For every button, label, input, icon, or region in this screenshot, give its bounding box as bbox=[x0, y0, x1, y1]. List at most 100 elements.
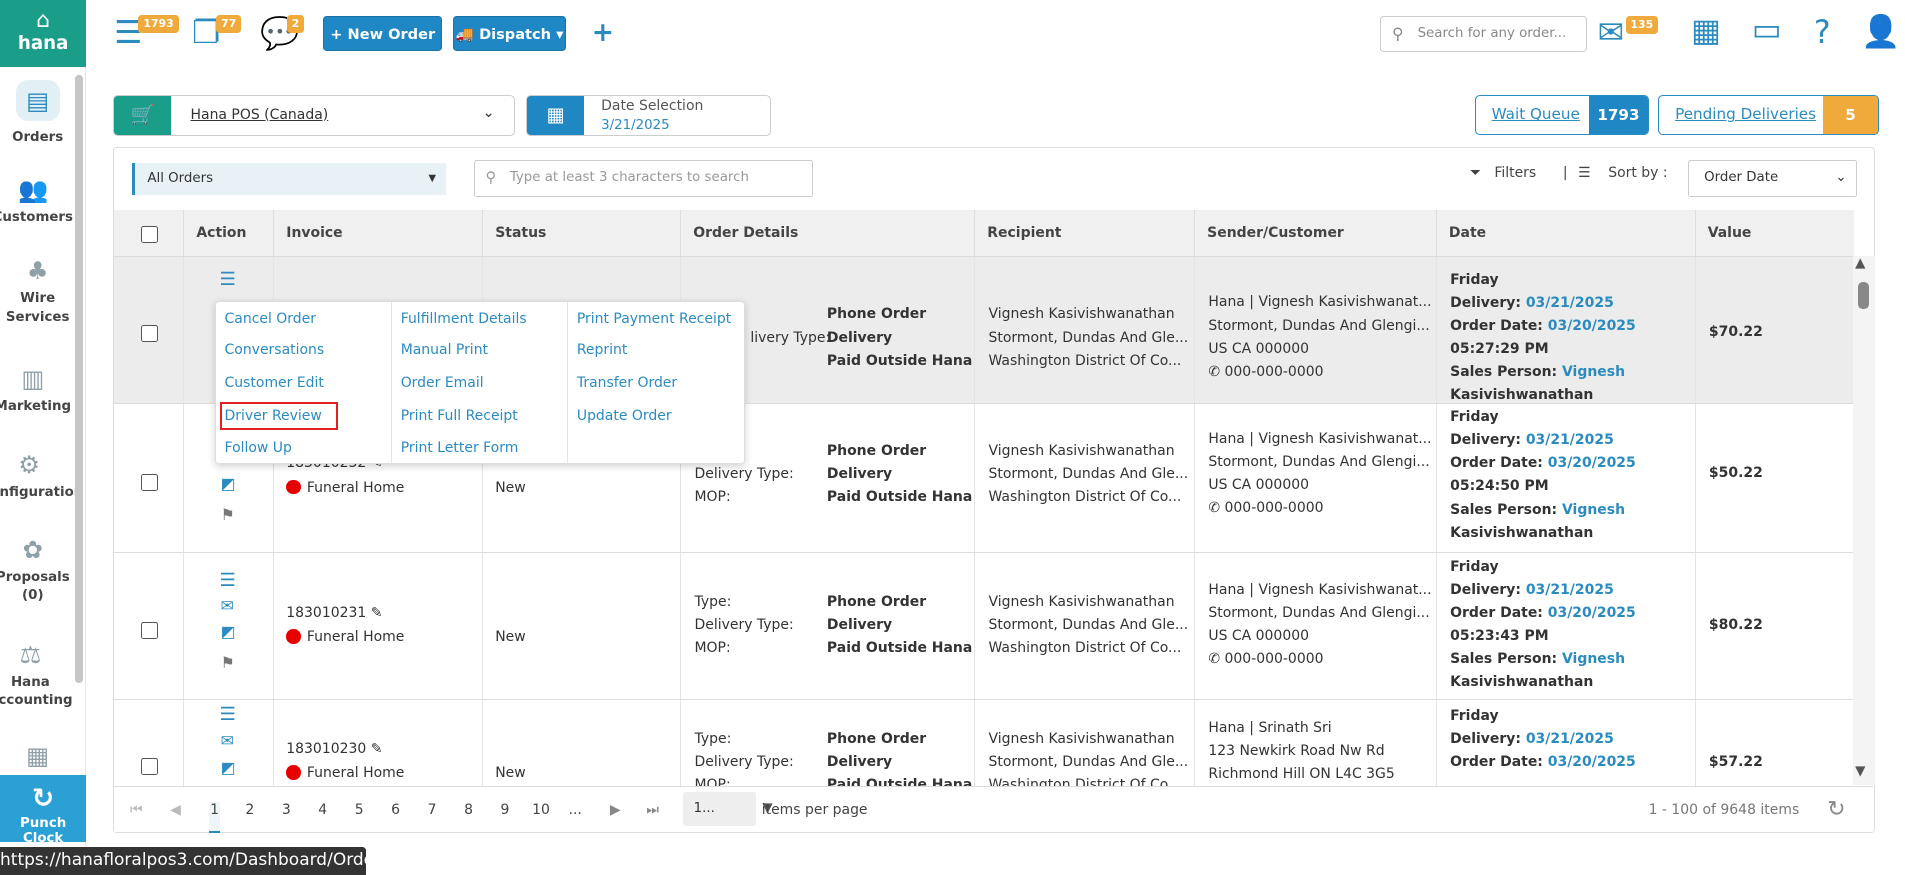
note-icon[interactable]: ◩ bbox=[220, 621, 236, 641]
note-icon[interactable]: ◩ bbox=[220, 473, 236, 493]
dispatch-button[interactable]: 🚚 Dispatch ▾ bbox=[453, 15, 567, 51]
mop-value: Paid Outside Hana bbox=[826, 640, 973, 657]
header-date[interactable]: Date bbox=[1435, 209, 1695, 258]
per-page-select[interactable]: 1... ▼ bbox=[682, 791, 773, 826]
sidebar-item-partial[interactable]: ▦ bbox=[0, 741, 75, 775]
page-5[interactable]: 5 bbox=[354, 801, 364, 818]
sales-person-surname: Kasivishwanathan bbox=[1450, 524, 1594, 541]
note-icon[interactable]: ◩ bbox=[220, 757, 236, 777]
refresh-icon[interactable]: ↻ bbox=[1827, 796, 1846, 822]
sender-phone[interactable]: ✆ 000-000-0000 bbox=[1208, 500, 1324, 517]
table-row[interactable]: ◩ ⚑ 183010232 ✎ Funeral Home New Deliver… bbox=[113, 404, 1854, 553]
invoice-link[interactable]: 183010231 ✎ bbox=[286, 604, 383, 621]
store-select[interactable]: 🛒 Hana POS (Canada) ⌄ bbox=[112, 94, 516, 137]
menu-item-conversations[interactable]: Conversations bbox=[224, 342, 325, 359]
sidebar-item-wire-services[interactable]: ♣ Wire Services bbox=[0, 256, 75, 326]
page-9[interactable]: 9 bbox=[500, 801, 510, 818]
menu-item-transfer-order[interactable]: Transfer Order bbox=[576, 375, 678, 392]
menu-item-cancel-order[interactable]: Cancel Order bbox=[224, 310, 316, 327]
queue-icon[interactable]: ☰ bbox=[114, 14, 143, 51]
row-checkbox[interactable] bbox=[140, 757, 158, 775]
last-page-icon[interactable]: ⏭ bbox=[646, 801, 659, 818]
calendar-icon[interactable]: ▦ bbox=[1691, 13, 1721, 50]
page-7[interactable]: 7 bbox=[427, 801, 437, 818]
row-checkbox[interactable] bbox=[140, 473, 158, 491]
mail-icon[interactable]: ✉ bbox=[220, 596, 234, 616]
header-sender[interactable]: Sender/Customer bbox=[1194, 209, 1436, 258]
scrollbar-thumb[interactable] bbox=[1857, 281, 1869, 309]
page-10[interactable]: 10 bbox=[532, 801, 550, 818]
scroll-up-icon[interactable]: ▲ bbox=[1855, 256, 1866, 272]
mail-icon[interactable]: ✉ bbox=[220, 731, 234, 751]
user-icon[interactable]: 👤 bbox=[1861, 14, 1901, 51]
sidebar-scrollbar[interactable] bbox=[75, 75, 83, 683]
date-selection[interactable]: ▦ Date Selection 3/21/2025 bbox=[526, 94, 772, 137]
table-scrollbar[interactable]: ▲ ▼ bbox=[1852, 256, 1875, 785]
flag-icon[interactable]: ⚑ bbox=[220, 653, 235, 673]
order-type-value: Phone Order bbox=[826, 305, 927, 322]
wait-queue-button[interactable]: Wait Queue 1793 bbox=[1474, 94, 1649, 135]
menu-item-manual-print[interactable]: Manual Print bbox=[400, 342, 489, 359]
sender-phone[interactable]: ✆ 000-000-0000 bbox=[1208, 364, 1324, 381]
page-6[interactable]: 6 bbox=[391, 801, 401, 818]
next-page-icon[interactable]: ▶ bbox=[609, 801, 621, 818]
header-status[interactable]: Status bbox=[482, 209, 680, 258]
help-icon[interactable]: ? bbox=[1813, 14, 1831, 51]
new-order-button[interactable]: + New Order ▾ bbox=[323, 15, 443, 78]
menu-item-order-email[interactable]: Order Email bbox=[400, 375, 484, 392]
sidebar-item-accounting[interactable]: ⚖ Hana Accounting bbox=[0, 640, 73, 710]
header-value[interactable]: Value bbox=[1694, 209, 1854, 258]
page-3[interactable]: 3 bbox=[281, 801, 291, 818]
invoice-link[interactable]: 183010230 ✎ bbox=[286, 740, 383, 757]
delivery-day: Friday bbox=[1450, 708, 1499, 725]
menu-item-customer-edit[interactable]: Customer Edit bbox=[224, 375, 324, 392]
monitor-icon[interactable]: ▭ bbox=[1751, 12, 1782, 49]
hamburger-menu-icon[interactable]: ☰ bbox=[219, 569, 236, 591]
clock-icon: ↻ bbox=[31, 783, 55, 815]
menu-item-follow-up[interactable]: Follow Up bbox=[224, 439, 292, 456]
select-all-checkbox[interactable] bbox=[140, 225, 158, 243]
header-invoice[interactable]: Invoice bbox=[273, 209, 482, 258]
sidebar-item-configuration[interactable]: ⚙ Configuration bbox=[0, 450, 83, 502]
sidebar-item-customers[interactable]: 👥 Customers bbox=[0, 175, 75, 227]
order-filter-select[interactable]: All Orders ▼ bbox=[132, 162, 446, 196]
menu-item-print-letter-form[interactable]: Print Letter Form bbox=[400, 439, 519, 456]
copy-icon[interactable]: ❐ bbox=[191, 14, 221, 51]
header-recipient[interactable]: Recipient bbox=[974, 209, 1194, 258]
punch-clock-button[interactable]: ↻ Punch Clock bbox=[0, 775, 87, 846]
hamburger-menu-icon[interactable]: ☰ bbox=[219, 704, 236, 726]
flag-icon[interactable]: ⚑ bbox=[220, 505, 235, 525]
page-1[interactable]: 1 bbox=[208, 801, 221, 833]
first-page-icon[interactable]: ⏮ bbox=[129, 801, 143, 818]
order-search-input[interactable]: ⚲ Type at least 3 characters to search bbox=[473, 160, 813, 197]
sort-select[interactable]: Order Date ⌄ bbox=[1688, 160, 1858, 197]
table-row[interactable]: ☰ ✉ ◩ ⚑ 183010231 ✎ Funeral Home New Typ… bbox=[113, 552, 1854, 700]
sidebar-item-orders[interactable]: ▤ Orders bbox=[0, 80, 75, 147]
sidebar-item-proposals[interactable]: ✿ Proposals (0) bbox=[0, 535, 73, 605]
menu-item-print-full-receipt[interactable]: Print Full Receipt bbox=[400, 407, 518, 424]
page-more[interactable]: ... bbox=[568, 801, 582, 818]
header-action[interactable]: Action bbox=[183, 209, 277, 258]
prev-page-icon[interactable]: ◀ bbox=[170, 801, 181, 818]
home-logo[interactable]: ⌂ hana bbox=[0, 0, 87, 67]
global-search-input[interactable]: ⚲ Search for any order... bbox=[1380, 15, 1587, 53]
menu-item-update-order[interactable]: Update Order bbox=[576, 407, 672, 424]
mail-icon[interactable]: ✉ bbox=[1597, 14, 1625, 51]
row-checkbox[interactable] bbox=[140, 621, 158, 639]
filters-button[interactable]: ⏷ Filters | bbox=[1469, 165, 1568, 181]
sender-phone[interactable]: ✆ 000-000-0000 bbox=[1208, 650, 1324, 667]
page-2[interactable]: 2 bbox=[245, 801, 255, 818]
page-4[interactable]: 4 bbox=[318, 801, 328, 818]
menu-item-print-payment-receipt[interactable]: Print Payment Receipt bbox=[576, 310, 732, 327]
row-checkbox[interactable] bbox=[140, 325, 158, 343]
menu-item-fulfillment-details[interactable]: Fulfillment Details bbox=[400, 310, 527, 327]
header-order-details[interactable]: Order Details bbox=[680, 209, 974, 258]
hamburger-menu-icon[interactable]: ☰ bbox=[219, 269, 236, 291]
menu-item-driver-review[interactable]: Driver Review bbox=[224, 407, 322, 424]
add-icon[interactable]: + bbox=[591, 17, 615, 48]
scroll-down-icon[interactable]: ▼ bbox=[1855, 764, 1866, 780]
page-8[interactable]: 8 bbox=[464, 801, 473, 818]
menu-item-reprint[interactable]: Reprint bbox=[576, 342, 628, 359]
sidebar-item-marketing[interactable]: ▥ Marketing bbox=[0, 364, 73, 416]
pending-deliveries-button[interactable]: Pending Deliveries 5 bbox=[1658, 94, 1880, 135]
